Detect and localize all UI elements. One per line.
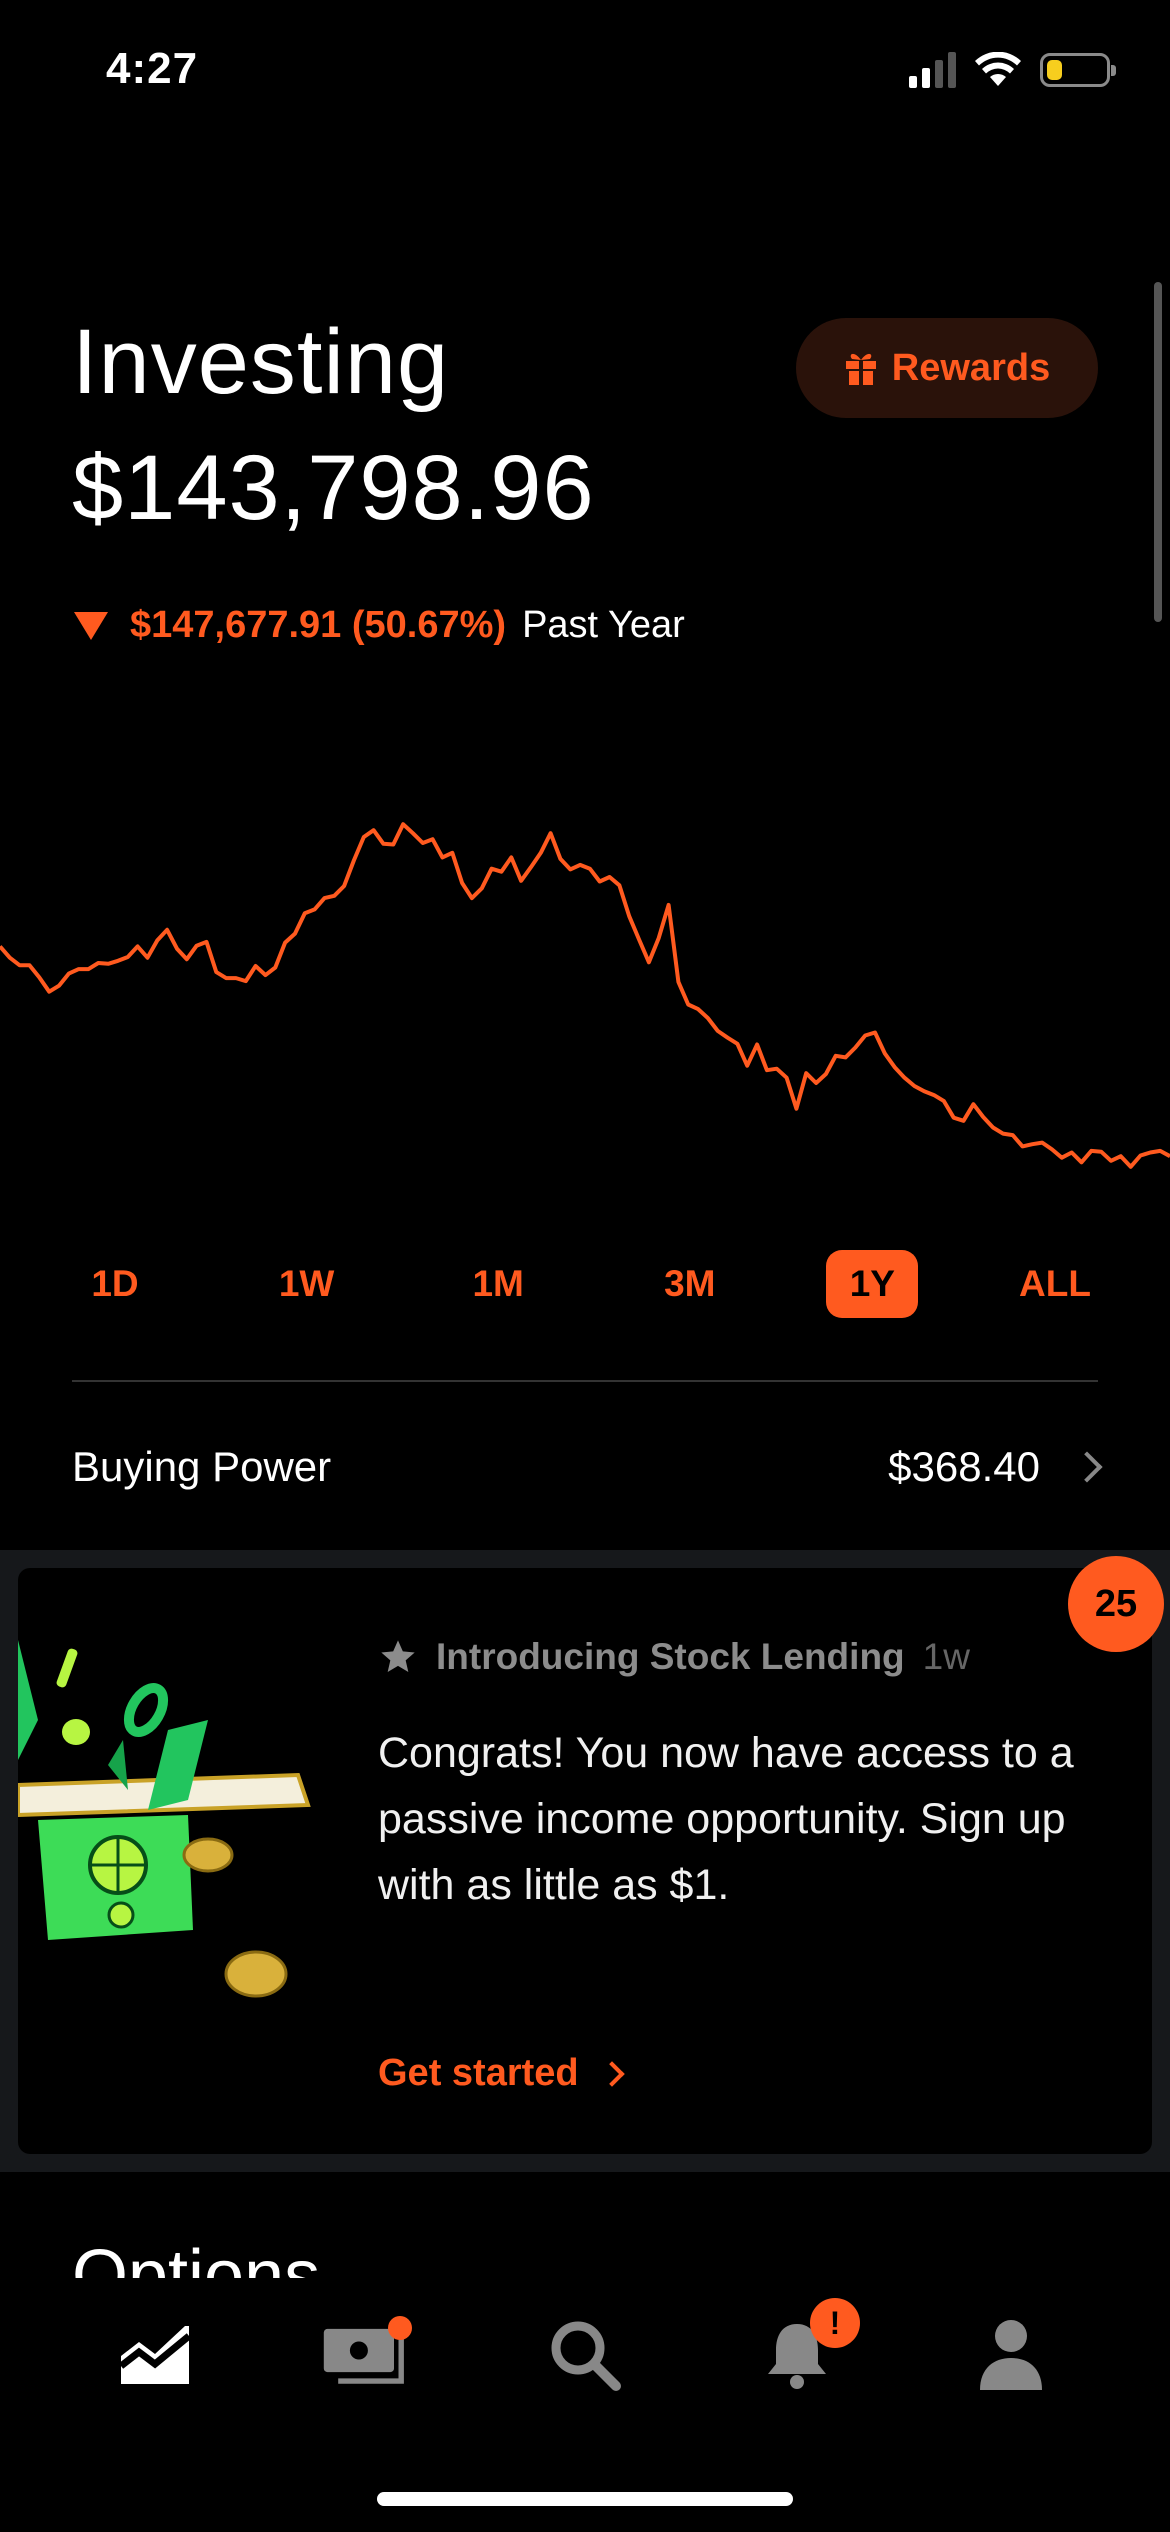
notifications-badge: !	[810, 2298, 860, 2348]
notification-count-badge: 25	[1068, 1556, 1164, 1652]
divider	[72, 1380, 1098, 1382]
star-icon	[381, 1640, 415, 1672]
change-period: Past Year	[522, 604, 685, 646]
gift-icon	[845, 353, 876, 385]
change-value: $147,677.91 (50.67%)	[130, 604, 507, 646]
cellular-signal-icon	[909, 52, 956, 88]
promo-title: Introducing Stock Lending	[436, 1636, 905, 1677]
wifi-icon	[975, 52, 1021, 86]
chevron-right-icon	[598, 2060, 625, 2087]
buying-power-value: $368.40	[888, 1443, 1040, 1490]
options-section-title: Options	[72, 2236, 321, 2278]
tab-bar	[0, 2278, 1170, 2532]
page-title: Investing	[72, 311, 450, 413]
tab-notifications[interactable]	[752, 2310, 842, 2400]
bell-icon	[768, 2324, 826, 2389]
battery-fill	[1047, 60, 1062, 80]
portfolio-value: $143,798.96	[72, 437, 595, 539]
status-time: 4:27	[106, 44, 199, 93]
rewards-button[interactable]: Rewards	[796, 318, 1098, 418]
tab-search[interactable]	[540, 2310, 630, 2400]
search-icon	[551, 2321, 621, 2391]
buying-power-label: Buying Power	[72, 1443, 332, 1490]
promo-body: Congrats! You now have access to a passi…	[378, 1729, 1074, 1909]
cash-icon	[323, 2328, 404, 2384]
person-icon	[980, 2320, 1042, 2390]
battery-icon	[1040, 53, 1116, 87]
portfolio-line	[0, 822, 1170, 1169]
chevron-right-icon	[1071, 1451, 1103, 1483]
get-started-link[interactable]: Get started	[378, 2052, 625, 2095]
tab-account[interactable]	[966, 2310, 1056, 2400]
promo-age: 1w	[922, 1636, 970, 1677]
portfolio-chart[interactable]	[0, 800, 1170, 1200]
range-1d[interactable]: 1D	[91, 1263, 139, 1304]
range-1w[interactable]: 1W	[278, 1263, 335, 1304]
range-all[interactable]: ALL	[1019, 1263, 1091, 1304]
buying-power-row[interactable]: Buying Power $368.40	[72, 1420, 1103, 1514]
stock-lending-illustration	[18, 1640, 311, 1998]
range-1m[interactable]: 1M	[472, 1263, 524, 1304]
range-1y[interactable]: 1Y	[826, 1250, 919, 1318]
tab-cash[interactable]	[322, 2310, 412, 2400]
scroll-indicator[interactable]	[1154, 282, 1162, 622]
cash-notification-dot	[388, 2316, 412, 2340]
promo-header: Introducing Stock Lending 1w	[378, 1636, 970, 1678]
home-indicator[interactable]	[377, 2492, 793, 2506]
get-started-label: Get started	[378, 2052, 579, 2094]
down-arrow-icon	[74, 611, 108, 640]
time-range-selector: 1D 1W 1M 3M 1Y ALL	[60, 1250, 1110, 1318]
status-icons	[909, 52, 1116, 88]
rewards-label: Rewards	[891, 346, 1051, 389]
range-3m[interactable]: 3M	[664, 1263, 716, 1304]
chart-line-icon	[118, 2326, 192, 2384]
tab-investing[interactable]	[110, 2310, 200, 2400]
performance-change: $147,677.91 (50.67%) Past Year	[74, 604, 685, 647]
